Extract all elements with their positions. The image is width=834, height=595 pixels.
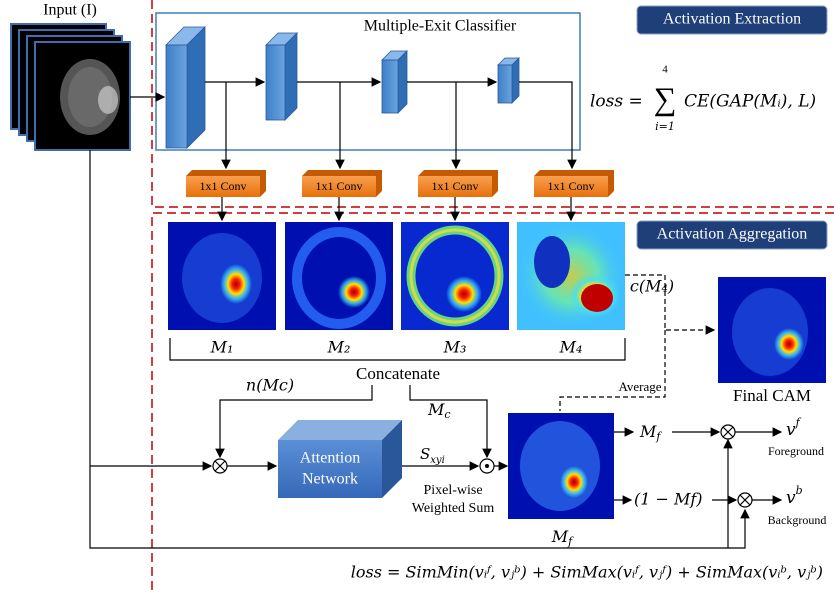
mc-sub: c	[444, 408, 450, 421]
mf-sub: f	[655, 430, 662, 443]
pixel-sum-text: Weighted Sum	[412, 501, 495, 516]
conv-block: 1x1 Conv	[534, 170, 614, 197]
pixel-sum-text: Pixel-wise	[423, 483, 482, 498]
vf-label: vf	[786, 416, 802, 440]
final-loss: loss = SimMin(vᵢᶠ, vⱼᵇ) + SimMax(vᵢᶠ, vⱼ…	[351, 563, 823, 582]
map-label: M₃	[443, 338, 467, 357]
concatenate-label: Concatenate	[356, 364, 440, 383]
mc-label: Mc	[427, 400, 451, 422]
mf-base: M	[551, 527, 569, 546]
sxyi-base: S	[420, 445, 430, 463]
heatmap	[285, 222, 393, 330]
mc-path	[409, 385, 492, 459]
mf-sub: f	[567, 535, 574, 548]
map-label: M₂	[327, 338, 351, 357]
input-label: Input (I)	[43, 2, 97, 19]
map-label: M₁	[210, 338, 234, 357]
heatmap	[168, 222, 276, 330]
average-label: Average	[618, 379, 661, 394]
v-base: v	[786, 488, 796, 508]
formula-part: loss =	[590, 92, 643, 112]
conv-block: 1x1 Conv	[186, 170, 266, 197]
attention-network: Attention Network	[278, 420, 402, 498]
average-path	[559, 330, 666, 411]
classifier-label: Multiple-Exit Classifier	[364, 18, 517, 35]
formula-part: i=1	[655, 120, 675, 133]
final-cam-label: Final CAM	[733, 386, 811, 405]
sxyi-label: Sxyi	[420, 445, 445, 466]
v-sup: b	[796, 484, 803, 497]
mf-base: M	[639, 422, 657, 441]
v-sup: f	[795, 416, 802, 429]
formula-part: 4	[662, 64, 668, 76]
classifier-box	[155, 12, 581, 151]
final-cam	[718, 277, 826, 383]
extraction-header: Activation Extraction	[636, 5, 828, 35]
header-text: Activation Extraction	[663, 11, 801, 28]
mf-image-label: Mf	[551, 527, 574, 549]
formula-part: ∑	[654, 80, 677, 116]
heatmap	[517, 222, 625, 330]
aggregation-frame	[151, 212, 834, 595]
foreground-label: Foreground	[768, 444, 824, 458]
cm4-path	[625, 274, 716, 335]
mf-image	[508, 413, 614, 519]
exit-loss: loss = 4 ∑ i=1 CE(GAP(Mᵢ), L)	[590, 64, 816, 133]
input-trunk	[89, 150, 750, 549]
conv-layers	[165, 26, 520, 149]
conv-label: 1x1 Conv	[431, 179, 478, 193]
conv-block: 1x1 Conv	[302, 170, 382, 197]
background-label: Background	[768, 513, 827, 527]
attention-text: Network	[302, 471, 358, 488]
header-text: Activation Aggregation	[657, 226, 808, 243]
input-stack: Input (I)	[10, 2, 131, 151]
extraction-frame	[151, 0, 834, 208]
multiply-node	[737, 492, 753, 508]
attention-text: Attention	[300, 450, 360, 467]
inv-branch-label: (1 − Mf)	[634, 490, 703, 509]
mc-base: M	[427, 400, 445, 419]
conv-label: 1x1 Conv	[199, 179, 246, 193]
heatmap	[401, 222, 509, 330]
conv-arrows	[217, 197, 576, 222]
nmc-path	[215, 385, 373, 459]
formula-part: CE(GAP(Mᵢ), L)	[684, 92, 816, 112]
concat-brace	[169, 338, 626, 361]
aggregation-header: Activation Aggregation	[636, 220, 828, 250]
conv-block: 1x1 Conv	[418, 170, 498, 197]
sxyi-sub: xyi	[430, 455, 445, 466]
mf-branch-label: Mf	[639, 422, 662, 444]
weighted-sum-node	[479, 458, 495, 474]
cm4-label: c(M₄)	[630, 277, 674, 296]
map-label: M₄	[559, 338, 583, 357]
nmc-label: n(Mc)	[246, 376, 294, 395]
vb-label: vb	[786, 484, 803, 508]
conv-label: 1x1 Conv	[315, 179, 362, 193]
multiply-node	[720, 424, 736, 440]
classifier-arrows	[130, 77, 577, 170]
conv-label: 1x1 Conv	[547, 179, 594, 193]
v-base: v	[786, 420, 796, 440]
multiply-node	[212, 458, 228, 474]
